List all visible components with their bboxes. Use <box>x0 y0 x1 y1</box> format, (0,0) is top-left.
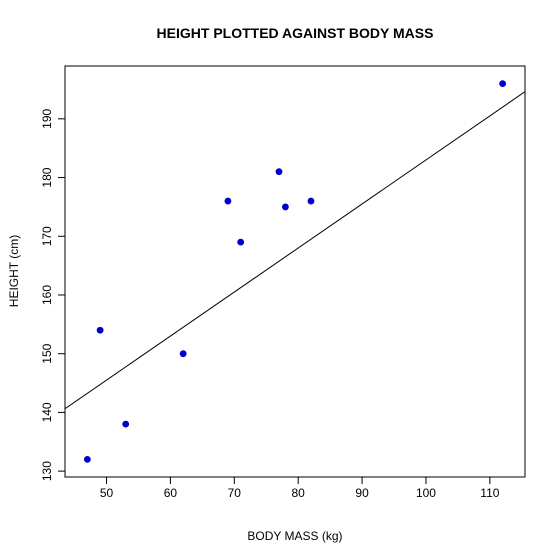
x-tick-label: 80 <box>292 486 306 500</box>
data-point <box>275 168 283 176</box>
data-point <box>282 203 289 211</box>
y-tick-label: 160 <box>40 285 54 305</box>
chart-title: HEIGHT PLOTTED AGAINST BODY MASS <box>157 25 434 41</box>
data-point <box>96 326 104 334</box>
data-point <box>83 455 91 463</box>
data-point <box>499 80 507 88</box>
x-axis: 50 60 70 80 90 100 110 <box>100 477 500 500</box>
x-axis-label: BODY MASS (kg) <box>247 529 342 543</box>
y-axis: 130 140 150 160 170 180 190 <box>40 109 65 481</box>
y-tick-label: 140 <box>40 402 54 422</box>
y-tick-label: 150 <box>40 343 54 363</box>
points-layer <box>83 80 507 463</box>
regression-line <box>65 91 525 410</box>
x-tick-label: 50 <box>100 486 114 500</box>
x-tick-label: 60 <box>164 486 178 500</box>
x-tick-label: 90 <box>355 486 369 500</box>
fit-line-layer <box>65 91 525 410</box>
y-tick-label: 180 <box>40 167 54 187</box>
y-axis-label: HEIGHT (cm) <box>7 235 21 307</box>
plot-frame <box>64 65 526 478</box>
x-tick-label: 70 <box>228 486 242 500</box>
x-tick-label: 100 <box>416 486 436 500</box>
data-point <box>307 197 315 205</box>
data-point <box>224 197 232 205</box>
y-tick-label: 130 <box>40 461 54 481</box>
data-point <box>237 238 245 246</box>
x-tick-label: 110 <box>480 486 499 500</box>
data-point <box>179 350 187 358</box>
y-tick-label: 170 <box>40 226 54 246</box>
data-point <box>122 420 130 428</box>
y-tick-label: 190 <box>40 109 54 129</box>
